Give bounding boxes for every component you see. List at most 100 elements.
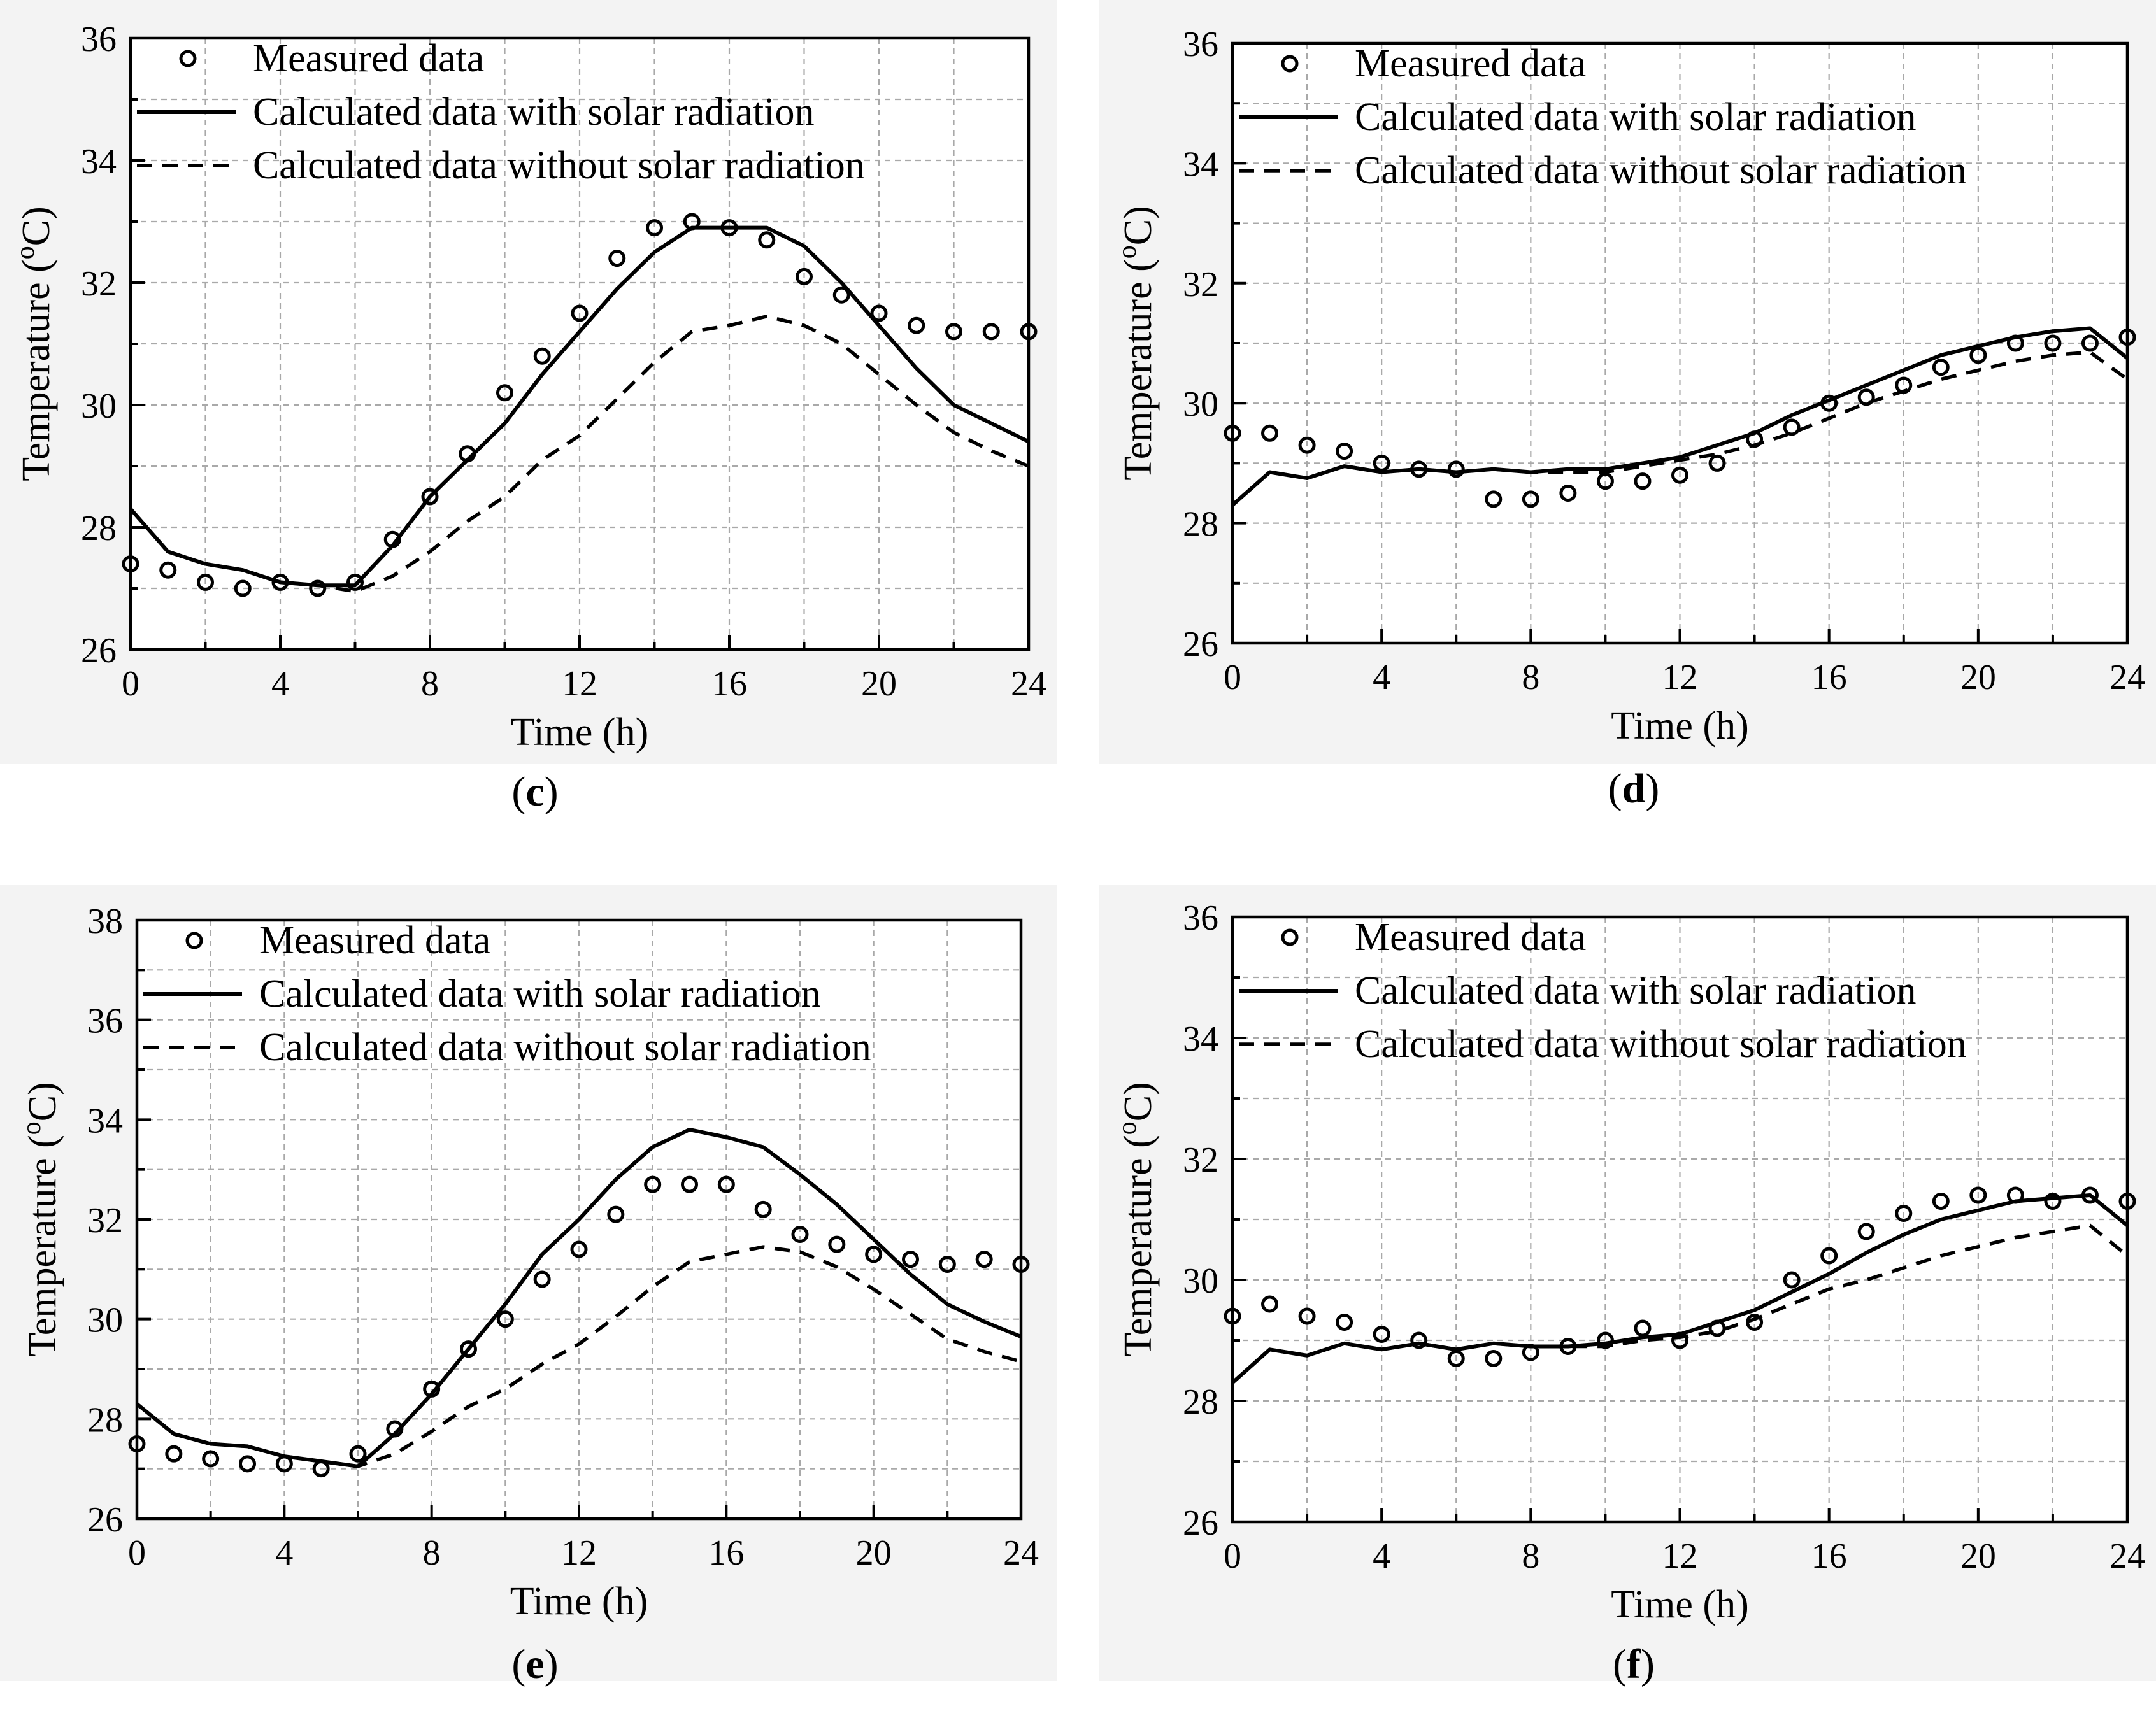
y-tick-label: 36 [1183,898,1218,938]
x-tick-label: 8 [1522,1537,1539,1576]
data-point-measured [1410,1331,1428,1349]
y-tick-label: 30 [1183,385,1218,424]
series-line-without-solar-radiation [1231,1223,2129,1384]
x-tick-label: 16 [1811,658,1847,697]
data-point-measured [2044,334,2062,352]
series-line-with-solar-radiation [129,225,1030,588]
y-tick-label: 32 [87,1201,123,1240]
data-point-measured [1336,1314,1353,1331]
panel-label-close: ) [1641,1641,1655,1687]
plot-frame [1231,41,2129,645]
data-point-measured [1447,460,1465,478]
y-tick-label: 34 [87,1101,123,1140]
data-point-measured [1485,490,1503,508]
x-tick-label: 0 [1224,1537,1241,1576]
data-point-measured [496,1310,514,1328]
legend-entry: Measured data [259,919,490,962]
panel-label-close: ) [545,1641,559,1687]
series-line-without-solar-radiation [129,314,1030,593]
data-point-measured [533,347,551,365]
data-point-measured [202,1450,220,1468]
x-tick-label: 12 [562,664,597,704]
legend-marker-measured [1281,55,1299,73]
panel-label-d: (d) [1608,765,1660,812]
data-point-measured [159,561,177,579]
data-point-measured [828,1235,846,1253]
data-point-measured [1783,1271,1801,1289]
data-point-measured [1969,346,1987,364]
plot-frame [135,918,1023,1521]
y-tick-label: 26 [81,631,117,671]
y-axis-label-part: Temperature ( [1117,1135,1160,1357]
legend-entry: Calculated data with solar radiation [259,972,820,1016]
series-line-without-solar-radiation [1231,350,2129,507]
x-tick-label: 12 [1662,1537,1698,1576]
data-point-measured [1298,1307,1316,1325]
x-tick-label: 12 [1662,658,1698,697]
y-tick-label: 36 [1183,25,1218,64]
y-tick-label: 32 [1183,1140,1218,1180]
data-point-measured [1485,1350,1503,1367]
panel-label-close: ) [1645,765,1659,812]
data-point-measured [607,1205,625,1223]
y-tick-label: 38 [87,902,123,941]
data-point-measured [1559,485,1577,502]
y-axis-label: Temperature (oC) [1113,206,1160,481]
panel-label-f: (f) [1613,1641,1655,1687]
y-axis-label: Temperature (oC) [17,1082,64,1357]
y-axis-label-part: C) [1117,206,1160,245]
data-point-measured [791,1226,809,1243]
x-tick-label: 24 [1011,664,1046,704]
y-tick-label: 30 [87,1301,123,1340]
series-line-without-solar-radiation [136,1245,1022,1468]
x-tick-label: 20 [1960,1537,1996,1576]
data-point-measured [1895,1205,1913,1222]
data-point-measured [758,231,776,249]
x-tick-label: 24 [2110,1537,2145,1576]
legend-entry: Calculated data without solar radiation [1355,1023,1967,1066]
legend-marker-measured [179,50,197,67]
data-point-measured [2081,334,2099,352]
x-axis-label: Time (h) [511,711,648,754]
panel-label-c: (c) [511,769,558,815]
data-point-measured [644,1175,662,1193]
plot-frame [129,36,1031,651]
chart-panel-e: 0 4 8 12 16 20 24 26 28 30 32 34 36 38 Time (h) Tempera… [0,885,1057,1681]
x-tick-label: 16 [1811,1537,1847,1576]
data-point-measured [1634,472,1652,490]
data-point-measured [832,286,850,304]
panel-label-letter: d [1622,765,1646,812]
y-axis-label-part: Temperature ( [15,259,58,481]
panel-label-open: ( [511,1641,525,1687]
data-point-measured [1522,490,1539,508]
x-tick-label: 4 [271,664,289,704]
y-tick-label: 32 [81,264,117,304]
data-point-measured [681,1175,698,1193]
data-point-measured [1447,1350,1465,1367]
y-tick-label: 26 [1183,1503,1218,1543]
data-point-measured [1261,424,1279,442]
data-point-measured [1932,1193,1950,1210]
legend-entry: Calculated data with solar radiation [1355,969,1916,1012]
data-point-measured [975,1251,993,1268]
data-point-measured [717,1175,735,1193]
legend: Measured data Calculated data with solar … [1239,42,1967,192]
data-point-measured [1298,436,1316,454]
panel-label-open: ( [1608,765,1622,812]
data-point-measured [982,323,1000,341]
data-point-measured [421,488,439,506]
y-tick-label: 36 [87,1002,123,1041]
data-point-measured [608,250,626,267]
data-point-measured [1708,454,1726,472]
x-tick-label: 8 [1522,658,1539,697]
data-point-measured [1969,1186,1987,1204]
y-tick-label: 30 [81,387,117,426]
y-axis-label: Temperature (oC) [1113,1082,1160,1357]
x-tick-label: 20 [856,1533,892,1573]
panel-label-open: ( [1613,1641,1627,1687]
x-tick-label: 0 [1224,658,1241,697]
y-axis-label-degree: o [11,246,40,259]
x-tick-label: 0 [128,1533,146,1573]
x-tick-label: 20 [1960,658,1996,697]
data-point-measured [165,1445,183,1463]
